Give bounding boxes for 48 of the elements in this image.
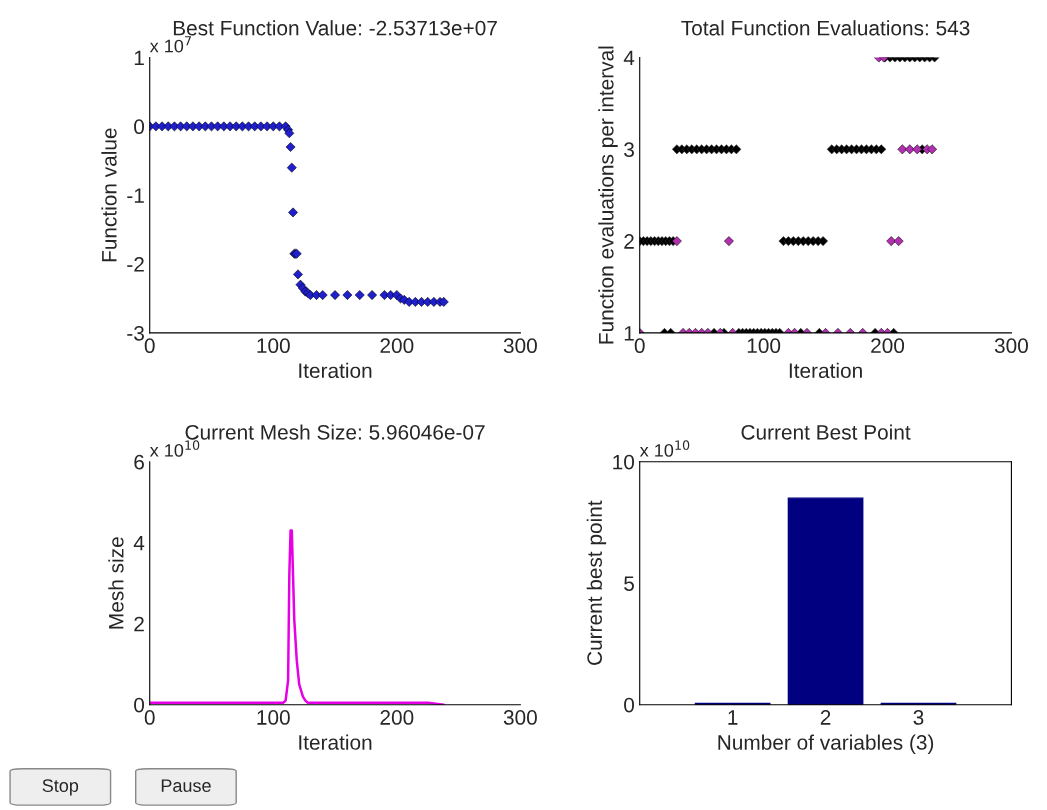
x-tick-label: 300 [503, 338, 537, 354]
chart-title: Current Best Point [741, 424, 911, 440]
text: Stop [42, 779, 79, 796]
x-tick-label: 0 [144, 338, 155, 354]
y-axis-title: Function evaluations per interval [598, 46, 618, 344]
y-tick-label: -3 [127, 325, 144, 341]
y-axis-title: Current best point [586, 500, 607, 665]
x-tick-label: 100 [747, 338, 781, 354]
y-tick-label: 2 [134, 616, 144, 632]
x-tick-label: 0 [634, 338, 645, 354]
y-tick-label: 0 [624, 697, 635, 713]
x-tick-label: 1 [728, 710, 738, 725]
y-tick-label: 4 [133, 535, 145, 551]
x-tick-label: 2 [820, 710, 831, 725]
x-tick-label: 200 [871, 338, 905, 354]
chart-title: Total Function Evaluations: 543 [681, 20, 970, 36]
x-tick-label: 100 [257, 710, 290, 725]
x-tick-label: 100 [257, 338, 290, 354]
y-tick-label: -1 [127, 188, 144, 203]
y-tick-label: 1 [134, 50, 144, 66]
x-axis-title: Iteration [299, 362, 372, 379]
chart-title: Current Mesh Size: 5.96046e-07 [185, 424, 485, 440]
y-tick-label: -2 [127, 257, 144, 272]
y-tick-label: 4 [623, 50, 635, 66]
y-axis-title: Function value [101, 128, 117, 262]
x-axis-title: Iteration [299, 734, 372, 750]
y-tick-label: 0 [134, 119, 145, 135]
y-tick-label: 6 [134, 454, 144, 470]
y-axis-title: Mesh size [108, 537, 124, 629]
y-tick-label: 0 [134, 697, 145, 713]
x-tick-label: 200 [380, 338, 414, 354]
x-tick-label: 300 [994, 338, 1028, 354]
x-tick-label: 200 [380, 710, 414, 725]
y-tick-label: 10 [613, 454, 635, 470]
text: x 10$^{7}$ [149, 36, 191, 53]
x-axis-title: Iteration [789, 362, 862, 379]
x-tick-label: 0 [144, 710, 155, 725]
text: x 10$^{10}$ [639, 440, 690, 457]
y-tick-label: 2 [624, 234, 634, 249]
x-axis-title: Number of variables (3) [718, 734, 934, 754]
text: Pause [161, 779, 211, 792]
x-tick-label: 3 [913, 710, 924, 725]
text: x 10$^{10}$ [149, 440, 200, 457]
y-tick-label: 3 [624, 142, 634, 158]
chart-title: Best Function Value: -2.53713e+07 [173, 20, 497, 36]
x-tick-label: 300 [503, 710, 537, 725]
y-tick-label: 1 [624, 326, 634, 341]
y-tick-label: 5 [624, 576, 634, 591]
